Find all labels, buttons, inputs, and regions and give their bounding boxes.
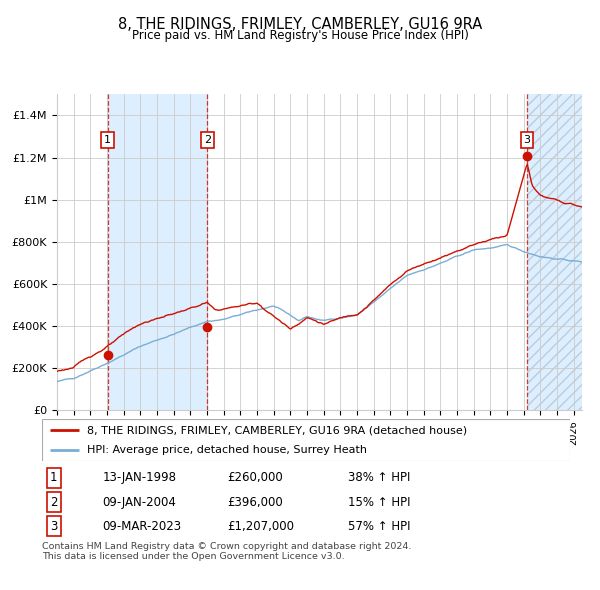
Text: 57% ↑ HPI: 57% ↑ HPI [348,520,411,533]
Text: Contains HM Land Registry data © Crown copyright and database right 2024.
This d: Contains HM Land Registry data © Crown c… [42,542,412,561]
Text: 8, THE RIDINGS, FRIMLEY, CAMBERLEY, GU16 9RA (detached house): 8, THE RIDINGS, FRIMLEY, CAMBERLEY, GU16… [87,425,467,435]
Text: 13-JAN-1998: 13-JAN-1998 [103,471,177,484]
Text: Price paid vs. HM Land Registry's House Price Index (HPI): Price paid vs. HM Land Registry's House … [131,30,469,42]
Text: 09-MAR-2023: 09-MAR-2023 [103,520,182,533]
Bar [107,94,208,410]
Text: 2: 2 [204,135,211,145]
Text: £396,000: £396,000 [227,496,283,509]
Text: £260,000: £260,000 [227,471,283,484]
Text: 09-JAN-2004: 09-JAN-2004 [103,496,176,509]
Text: 8, THE RIDINGS, FRIMLEY, CAMBERLEY, GU16 9RA: 8, THE RIDINGS, FRIMLEY, CAMBERLEY, GU16… [118,17,482,31]
Text: 15% ↑ HPI: 15% ↑ HPI [348,496,411,509]
Text: 2: 2 [50,496,58,509]
Bar [527,94,582,410]
Text: £1,207,000: £1,207,000 [227,520,294,533]
Text: HPI: Average price, detached house, Surrey Heath: HPI: Average price, detached house, Surr… [87,445,367,455]
Text: 1: 1 [50,471,58,484]
Text: 3: 3 [523,135,530,145]
Text: 38% ↑ HPI: 38% ↑ HPI [348,471,410,484]
Text: 1: 1 [104,135,111,145]
Text: 3: 3 [50,520,58,533]
FancyBboxPatch shape [42,419,570,461]
